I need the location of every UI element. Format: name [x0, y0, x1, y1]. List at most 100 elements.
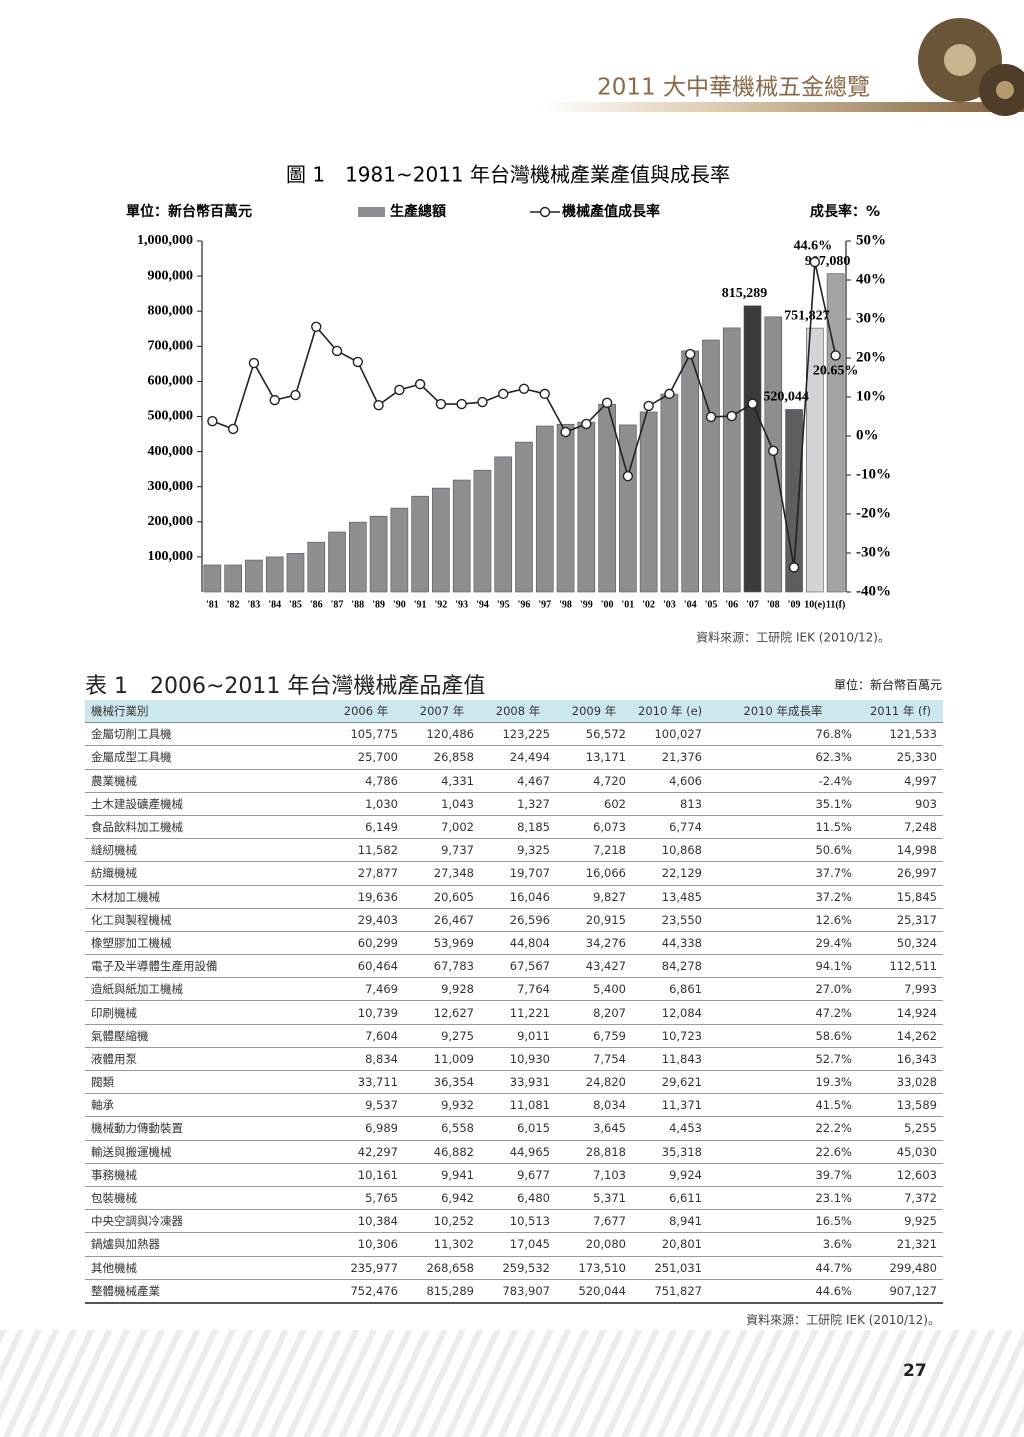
legend-label: 生產總額	[390, 203, 446, 220]
table-cell: 50.6%	[708, 838, 858, 863]
table-row: 化工與製程機械 29,403 26,467 26,596 20,915 23,550 12.…	[85, 908, 943, 932]
line-marker	[518, 383, 530, 395]
table-cell: 60,464	[328, 954, 404, 979]
table-cell: 9,941	[404, 1163, 480, 1187]
table-unit: 單位：新台幣百萬元	[833, 678, 942, 692]
table-cell: 9,011	[480, 1024, 556, 1048]
table-cell: 26,997	[858, 861, 943, 886]
table-cell: 4,720	[556, 769, 632, 793]
line-marker	[705, 411, 717, 423]
table-cell: 液體用泵	[85, 1047, 328, 1072]
bar	[826, 273, 845, 593]
y2-tick-label: 20%	[856, 349, 886, 365]
y2-tick-label: 50%	[856, 232, 886, 248]
bar	[743, 305, 762, 593]
line-marker	[248, 357, 260, 369]
table-row: 氣體壓縮機 7,604 9,275 9,011 6,759 10,723 58.6% 14,2…	[85, 1024, 943, 1048]
y-tick-label: 800,000	[148, 303, 194, 318]
line-marker	[726, 410, 737, 422]
table-cell: 6,558	[404, 1116, 480, 1141]
table-cell: 包裝機械	[85, 1186, 328, 1211]
table-row: 其他機械 235,977 268,658 259,532 173,510 251,031 4…	[85, 1256, 943, 1280]
table-cell: 20,801	[632, 1232, 708, 1257]
table-cell: 7,469	[328, 977, 404, 1002]
y2-tick-label: 40%	[856, 271, 886, 287]
table-row: 閥類 33,711 36,354 33,931 24,820 29,621 19.3% 33,…	[85, 1070, 943, 1095]
table-cell: 9,925	[858, 1209, 943, 1234]
table-cell: 4,997	[858, 769, 943, 793]
table-cell: 14,924	[858, 1000, 943, 1025]
bar	[494, 456, 513, 593]
x-tick-label: '97	[538, 599, 551, 610]
header-band	[540, 102, 1024, 112]
table-cell: 56,572	[556, 722, 632, 747]
table-cell: 10,868	[632, 838, 708, 863]
table-cell: 6,942	[404, 1186, 480, 1211]
line-marker	[269, 394, 280, 406]
table-cell: 11,221	[480, 1000, 556, 1025]
y2-tick-label: -30%	[856, 544, 891, 560]
bar	[702, 339, 720, 593]
table-cell: 29,621	[632, 1070, 708, 1095]
line-marker	[809, 256, 821, 268]
x-tick-label: '94	[476, 599, 489, 610]
table-cell: 氣體壓縮機	[85, 1024, 328, 1048]
table-row: 機械動力傳動裝置 6,989 6,558 6,015 3,645 4,453 22.2% 5,…	[85, 1116, 943, 1141]
table-cell: 11,371	[632, 1093, 708, 1118]
table-cell: 33,931	[480, 1070, 556, 1095]
table-cell: 8,834	[328, 1047, 404, 1072]
table-cell: 9,737	[404, 838, 480, 863]
table-cell: 43,427	[556, 954, 632, 979]
header-cell: 2010 年成長率	[708, 700, 858, 724]
table-title: 表 1 2006~2011 年台灣機械產品產值	[85, 674, 486, 699]
table-cell: 17,045	[480, 1232, 556, 1257]
table-cell: 10,930	[480, 1047, 556, 1072]
table-cell: 29,403	[328, 908, 404, 932]
line-marker	[435, 398, 447, 410]
line-marker	[227, 423, 239, 435]
bar	[619, 424, 637, 593]
table-cell: 24,820	[556, 1070, 632, 1095]
x-tick-label: '08	[767, 599, 780, 610]
header-cell: 2007 年	[404, 700, 480, 724]
y2-tick-label: 10%	[856, 388, 886, 404]
table-cell: 602	[556, 792, 632, 816]
table-cell: 橡塑膠加工機械	[85, 931, 328, 956]
table-cell: 16,343	[858, 1047, 943, 1072]
table-cell: 土木建設礦產機械	[85, 792, 328, 816]
bar	[224, 564, 242, 593]
line-marker	[331, 345, 343, 357]
table-cell: 其他機械	[85, 1256, 328, 1280]
table-cell: 783,907	[480, 1279, 556, 1304]
table-cell: 26,858	[404, 745, 480, 770]
table-cell: 4,331	[404, 769, 480, 793]
table-row: 紡織機械 27,877 27,348 19,707 16,066 22,129 37.7% 2…	[85, 861, 943, 886]
table-cell: 121,533	[858, 722, 943, 747]
table-cell: 7,103	[556, 1163, 632, 1187]
y-tick-label: 1,000,000	[137, 233, 193, 248]
bar-value-label: 751,827	[784, 308, 830, 323]
table-row: 整體機械產業 752,476 815,289 783,907 520,044 751,82…	[85, 1279, 943, 1304]
x-tick-label: '04	[684, 599, 697, 610]
line-marker	[560, 426, 571, 438]
line-marker	[830, 350, 841, 361]
table-cell: 6,989	[328, 1116, 404, 1141]
bar	[265, 556, 284, 593]
table-cell: 46,882	[404, 1140, 480, 1164]
bar	[598, 403, 616, 593]
line-marker	[768, 445, 779, 457]
table-cell: 12,603	[858, 1163, 943, 1187]
table-cell: 53,969	[404, 931, 480, 956]
table-cell: 5,765	[328, 1186, 404, 1211]
x-tick-label: '86	[310, 599, 323, 610]
table-cell: 21,321	[858, 1232, 943, 1257]
bar	[203, 564, 222, 593]
table-cell: 鍋爐與加熱器	[85, 1232, 328, 1257]
table-cell: 閥類	[85, 1070, 328, 1095]
data-table: 機械行業別 2006 年 2007 年 2008 年 2009 年 2010 年 (e) 2…	[85, 700, 943, 1304]
table-cell: 29.4%	[708, 931, 858, 956]
table-cell: 7,248	[858, 815, 943, 840]
table-cell: 22,129	[632, 861, 708, 886]
table-cell: 62.3%	[708, 745, 858, 770]
